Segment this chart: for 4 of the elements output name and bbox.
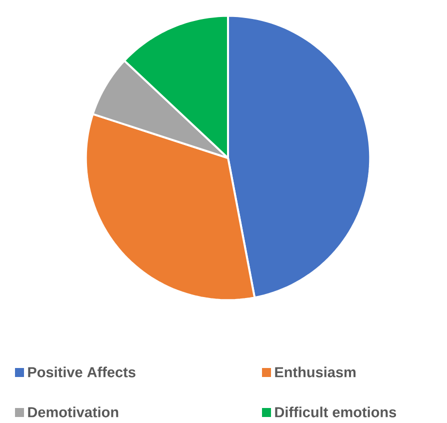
legend-label: Demotivation — [28, 406, 118, 418]
legend-label: Difficult emotions — [275, 406, 396, 418]
legend-label: Positive Affects — [28, 366, 136, 378]
legend-label: Enthusiasm — [275, 366, 356, 378]
